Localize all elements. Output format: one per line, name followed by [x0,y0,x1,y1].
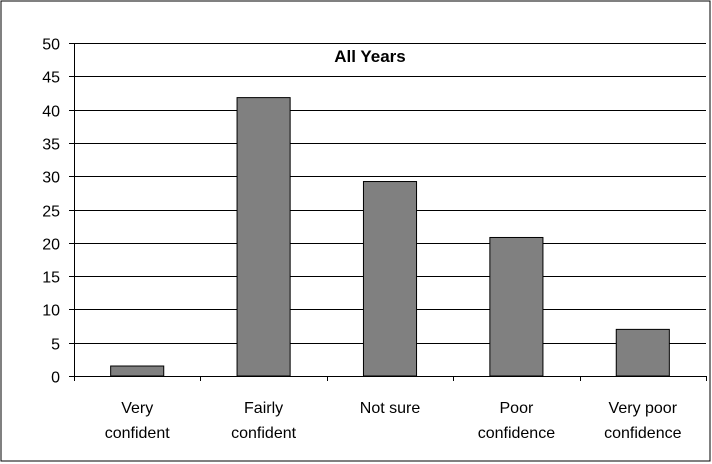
bars [110,97,670,377]
x-category-label: Poor [500,400,534,417]
x-category-label: confidence [604,425,681,442]
y-tick-label: 20 [42,237,60,254]
bar [110,365,165,377]
x-category-label: Fairly [244,400,283,417]
axes [69,43,707,381]
x-category-labels: Very confident Fairly confident Not sure Poor… [105,400,682,442]
y-tick-label: 15 [42,270,60,287]
y-tick-label: 5 [51,337,60,354]
y-tick-label: 25 [42,204,60,221]
bar [362,181,418,377]
x-category-label: Not sure [360,400,421,417]
x-category-label: Very poor [609,400,678,417]
y-tick-labels: 0 5 10 15 20 25 30 35 40 45 50 [42,37,60,387]
y-tick-label: 35 [42,137,60,154]
x-category-label: confident [231,425,296,442]
y-tick-label: 30 [42,170,60,187]
bar [489,236,544,377]
x-category-label: confident [105,425,170,442]
y-tick-label: 0 [51,370,60,387]
x-category-label: confidence [478,425,555,442]
y-tick-label: 10 [42,303,60,320]
bar [236,97,291,377]
x-category-label: Very [121,400,153,417]
y-tick-label: 45 [42,70,60,87]
chart-title: All Years [334,47,406,66]
y-tick-label: 40 [42,104,60,121]
y-tick-label: 50 [42,37,60,54]
bar [615,328,670,377]
